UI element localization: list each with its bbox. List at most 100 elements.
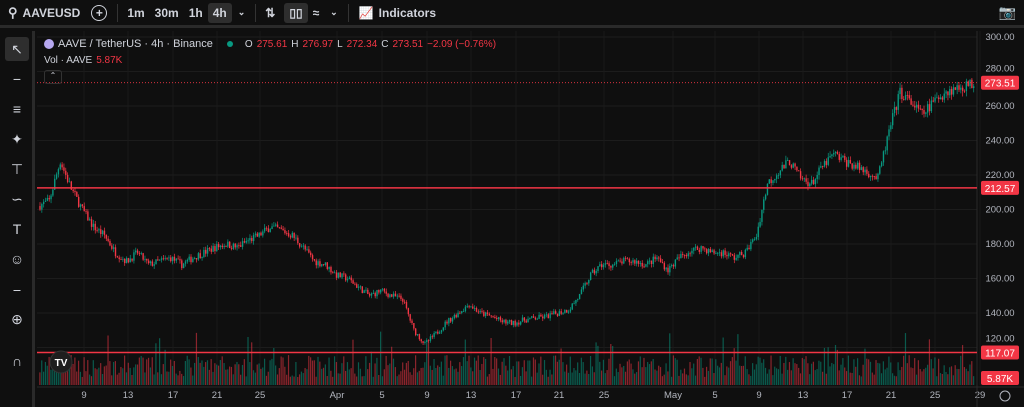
candle	[641, 262, 643, 267]
volume-bar	[124, 355, 126, 385]
volume-bar	[179, 370, 181, 385]
volume-bar	[258, 363, 260, 385]
candle	[411, 320, 413, 323]
volume-bar	[254, 372, 256, 385]
volume-bar	[621, 367, 623, 385]
volume-bar	[578, 372, 581, 385]
candle	[437, 331, 439, 334]
volume-bar	[503, 358, 505, 385]
bar-chart-icon[interactable]: ⇅	[265, 5, 276, 20]
candle	[203, 249, 205, 258]
candle	[514, 320, 516, 326]
candle	[551, 313, 553, 315]
volume-bar	[814, 370, 816, 385]
trend-line-icon[interactable]: −	[12, 71, 22, 87]
fib-icon[interactable]: ≡	[12, 101, 22, 117]
close-label: C	[381, 38, 389, 50]
candles-icon[interactable]: ▯▯	[284, 2, 308, 23]
interval-4h[interactable]: 4h	[207, 2, 232, 23]
volume-bar	[420, 367, 422, 385]
symbol-search[interactable]: AAVEUSD	[22, 5, 81, 20]
candle	[59, 164, 61, 170]
cursor-icon[interactable]: ↖	[5, 37, 29, 61]
interval-1h[interactable]: 1h	[188, 5, 203, 20]
candle	[328, 267, 330, 269]
volume-bar	[497, 368, 500, 385]
ruler-icon[interactable]: ⎯	[13, 280, 21, 297]
volume-bar	[926, 364, 929, 385]
collapse-legend-button[interactable]: ⌃	[44, 70, 62, 84]
volume-bar	[111, 375, 113, 385]
candle	[497, 317, 500, 320]
candle	[357, 286, 360, 288]
candle	[643, 266, 645, 268]
volume-bar	[551, 374, 553, 385]
projection-icon[interactable]: ⊤	[10, 160, 24, 177]
volume-bar	[94, 368, 96, 385]
volume-bar	[249, 362, 251, 385]
volume-bar	[402, 362, 404, 385]
volume-bar	[120, 366, 122, 385]
zoom-in-icon[interactable]: ⊕	[11, 310, 23, 327]
candle	[934, 97, 936, 102]
candle	[519, 321, 522, 325]
candle	[573, 303, 575, 305]
volume-bar	[886, 367, 888, 385]
volume-bar	[144, 372, 146, 385]
volume-bar	[142, 357, 144, 385]
volume-bar	[823, 347, 826, 385]
interval-1m[interactable]: 1m	[127, 5, 145, 20]
search-icon[interactable]: ⚲	[8, 4, 18, 20]
volume-bar	[74, 357, 76, 385]
candle	[385, 291, 387, 294]
settings-icon[interactable]	[999, 390, 1011, 402]
text-icon[interactable]: T	[12, 221, 22, 237]
volume-bar	[57, 356, 59, 385]
camera-icon[interactable]: 📷	[998, 4, 1016, 20]
tradingview-logo	[49, 350, 73, 374]
chevron-down-icon[interactable]: ⌄	[237, 7, 246, 17]
area-chart-icon[interactable]: ≈	[312, 5, 320, 20]
candle	[851, 163, 853, 169]
candle	[446, 321, 448, 324]
candle	[90, 219, 93, 227]
indicators-button[interactable]: Indicators	[378, 5, 437, 20]
volume-bar	[81, 376, 83, 385]
candle	[956, 85, 958, 90]
volume-bar	[829, 366, 831, 385]
volume-bar	[665, 363, 667, 385]
volume-bar	[617, 372, 619, 385]
magnet-icon[interactable]: ∩	[11, 353, 23, 369]
emoji-icon[interactable]: ☺	[9, 251, 25, 267]
volume-bar	[783, 362, 785, 385]
indicators-icon[interactable]: 📈	[358, 5, 374, 20]
candle	[857, 162, 859, 169]
brush-icon[interactable]: ∽	[11, 190, 23, 207]
candle	[654, 256, 656, 260]
volume-bar	[602, 359, 605, 385]
candle	[372, 292, 375, 294]
volume-bar	[462, 357, 465, 385]
candle	[44, 200, 47, 202]
chevron-down-icon[interactable]: ⌄	[330, 7, 338, 17]
candle	[586, 283, 588, 284]
candle	[315, 260, 317, 266]
candle	[740, 251, 743, 255]
interval-30m[interactable]: 30m	[154, 5, 179, 20]
candle	[413, 322, 415, 329]
volume-bar	[240, 374, 242, 385]
volume-bar	[543, 360, 546, 385]
candle	[461, 311, 463, 314]
candle	[133, 252, 135, 261]
volume-bar	[252, 370, 255, 385]
volume-bar	[184, 360, 186, 385]
candle	[206, 248, 209, 254]
volume-bar	[897, 362, 899, 385]
pattern-icon[interactable]: ✦	[11, 130, 23, 147]
volume-bar	[219, 360, 221, 385]
candle	[888, 129, 890, 137]
add-symbol-icon[interactable]: +	[91, 4, 108, 21]
candle	[589, 272, 592, 280]
candle	[720, 252, 723, 257]
candle	[584, 283, 586, 286]
